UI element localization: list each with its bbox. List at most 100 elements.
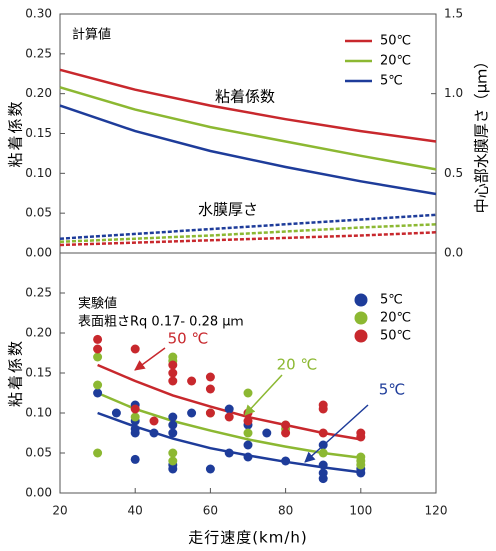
panel-title: 実験値 xyxy=(78,296,117,312)
annotation: 50 ℃ xyxy=(168,330,209,348)
y-tick-label: 0.10 xyxy=(25,166,52,180)
data-point xyxy=(130,428,140,438)
y2-tick-label: 1.5 xyxy=(444,7,463,21)
data-point xyxy=(168,420,178,430)
x-tick-label: 120 xyxy=(425,504,448,518)
data-point xyxy=(168,456,178,466)
x-tick-label: 20 xyxy=(52,504,67,518)
legend-label: 5℃ xyxy=(380,74,403,89)
data-point xyxy=(318,460,328,470)
legend-label: 20℃ xyxy=(380,54,411,69)
annotation: 粘着係数 xyxy=(215,88,275,106)
data-point xyxy=(205,408,215,418)
data-point xyxy=(93,448,103,458)
data-point xyxy=(262,428,272,438)
data-point xyxy=(205,372,215,382)
data-point xyxy=(205,384,215,394)
y2-tick-label: 0.0 xyxy=(444,246,463,260)
data-point xyxy=(168,464,178,474)
data-point xyxy=(224,448,234,458)
legend-swatch xyxy=(354,311,368,325)
y2-tick-label: 0.5 xyxy=(444,166,463,180)
y-axis-label: 粘着係数 xyxy=(7,339,25,407)
data-point xyxy=(243,416,253,426)
series-line xyxy=(59,104,437,196)
data-point xyxy=(93,334,103,344)
legend-label: 5℃ xyxy=(380,293,403,308)
data-point xyxy=(281,428,291,438)
y-tick-label: 0.25 xyxy=(25,286,52,300)
data-point xyxy=(111,408,121,418)
annotation: 水膜厚さ xyxy=(198,201,258,219)
y-tick-label: 0.20 xyxy=(25,86,52,100)
x-tick-label: 100 xyxy=(349,504,372,518)
annotation-arrow xyxy=(304,404,369,463)
data-point xyxy=(130,454,140,464)
data-point xyxy=(224,404,234,414)
panel-subtitle: 表面粗さRq 0.17- 0.28 μｍ xyxy=(78,315,244,330)
data-point xyxy=(168,368,178,378)
y-tick-label: 0.00 xyxy=(25,486,52,500)
legend-label: 50℃ xyxy=(380,34,411,49)
data-point xyxy=(130,344,140,354)
data-point xyxy=(93,380,103,390)
series-line xyxy=(59,231,437,247)
legend-label: 50℃ xyxy=(380,329,411,344)
data-point xyxy=(168,376,178,386)
legend-swatch xyxy=(354,293,368,307)
y-tick-label: 0.00 xyxy=(25,246,52,260)
x-tick-label: 80 xyxy=(278,504,293,518)
data-point xyxy=(93,352,103,362)
data-point xyxy=(243,452,253,462)
annotation: 20 ℃ xyxy=(277,356,318,374)
annotation-arrow xyxy=(134,347,166,371)
data-point xyxy=(168,412,178,422)
data-point xyxy=(168,360,178,370)
y-tick-label: 0.20 xyxy=(25,326,52,340)
y-tick-label: 0.05 xyxy=(25,206,52,220)
annotation: 5℃ xyxy=(379,381,405,399)
panel-title: 計算値 xyxy=(72,27,111,43)
data-point xyxy=(130,404,140,414)
data-point xyxy=(356,468,366,478)
data-point xyxy=(243,408,253,418)
x-tick-label: 40 xyxy=(128,504,143,518)
data-point xyxy=(281,420,291,430)
data-point xyxy=(243,388,253,398)
data-point xyxy=(93,388,103,398)
y2-axis-label: 中心部水膜厚さ（μｍ） xyxy=(473,54,491,214)
data-point xyxy=(356,460,366,470)
data-point xyxy=(149,416,159,426)
data-point xyxy=(187,376,197,386)
y-tick-label: 0.15 xyxy=(25,366,52,380)
annotation-arrow xyxy=(244,374,283,416)
data-point xyxy=(356,432,366,442)
data-point xyxy=(93,344,103,354)
y-tick-label: 0.30 xyxy=(25,7,52,21)
y-tick-label: 0.25 xyxy=(25,46,52,60)
data-point xyxy=(318,404,328,414)
data-point xyxy=(243,440,253,450)
data-point xyxy=(224,412,234,422)
y-axis-label: 粘着係数 xyxy=(7,99,25,167)
data-point xyxy=(205,464,215,474)
data-point xyxy=(168,428,178,438)
y-tick-label: 0.15 xyxy=(25,126,52,140)
x-axis-label: 走行速度(km/h) xyxy=(188,529,308,547)
x-tick-label: 60 xyxy=(203,504,218,518)
data-point xyxy=(318,448,328,458)
data-point xyxy=(281,456,291,466)
data-point xyxy=(318,428,328,438)
y-tick-label: 0.05 xyxy=(25,446,52,460)
data-point xyxy=(149,428,159,438)
legend-label: 20℃ xyxy=(380,311,411,326)
y-tick-label: 0.10 xyxy=(25,406,52,420)
series-line xyxy=(59,213,437,240)
series-line xyxy=(59,86,437,171)
y2-tick-label: 1.0 xyxy=(444,86,463,100)
data-point xyxy=(168,448,178,458)
legend-swatch xyxy=(354,329,368,343)
series-line xyxy=(59,68,437,143)
data-point xyxy=(318,474,328,484)
